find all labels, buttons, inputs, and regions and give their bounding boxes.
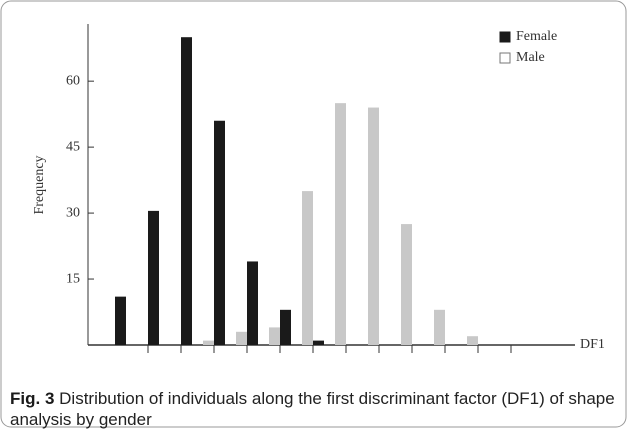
caption-text: Distribution of individuals along the fi… xyxy=(10,389,615,429)
y-axis-label: Frequency xyxy=(32,155,47,214)
caption-label: Fig. 3 xyxy=(10,389,55,408)
legend-swatch xyxy=(499,52,511,64)
x-axis-label: DF1 xyxy=(580,337,605,352)
y-tick-label: 45 xyxy=(66,139,80,154)
bar xyxy=(368,107,379,345)
bar xyxy=(203,340,214,345)
legend-label: Female xyxy=(516,29,557,44)
bar xyxy=(302,191,313,345)
y-tick-label: 30 xyxy=(66,205,80,220)
bar xyxy=(401,224,412,345)
bar xyxy=(115,296,126,345)
bar xyxy=(236,331,247,345)
bar xyxy=(181,37,192,346)
caption: Fig. 3 Distribution of individuals along… xyxy=(10,388,615,430)
bar xyxy=(335,103,346,345)
bar xyxy=(269,327,280,345)
bar xyxy=(280,309,291,345)
legend-label: Male xyxy=(516,50,545,65)
bar xyxy=(434,309,445,345)
bar xyxy=(467,336,478,345)
bar xyxy=(214,120,225,346)
bar xyxy=(148,210,159,345)
bar xyxy=(313,340,324,345)
y-tick-label: 15 xyxy=(66,271,80,286)
legend-swatch xyxy=(499,31,511,43)
y-tick-label: 60 xyxy=(66,73,80,88)
bar xyxy=(247,261,258,345)
